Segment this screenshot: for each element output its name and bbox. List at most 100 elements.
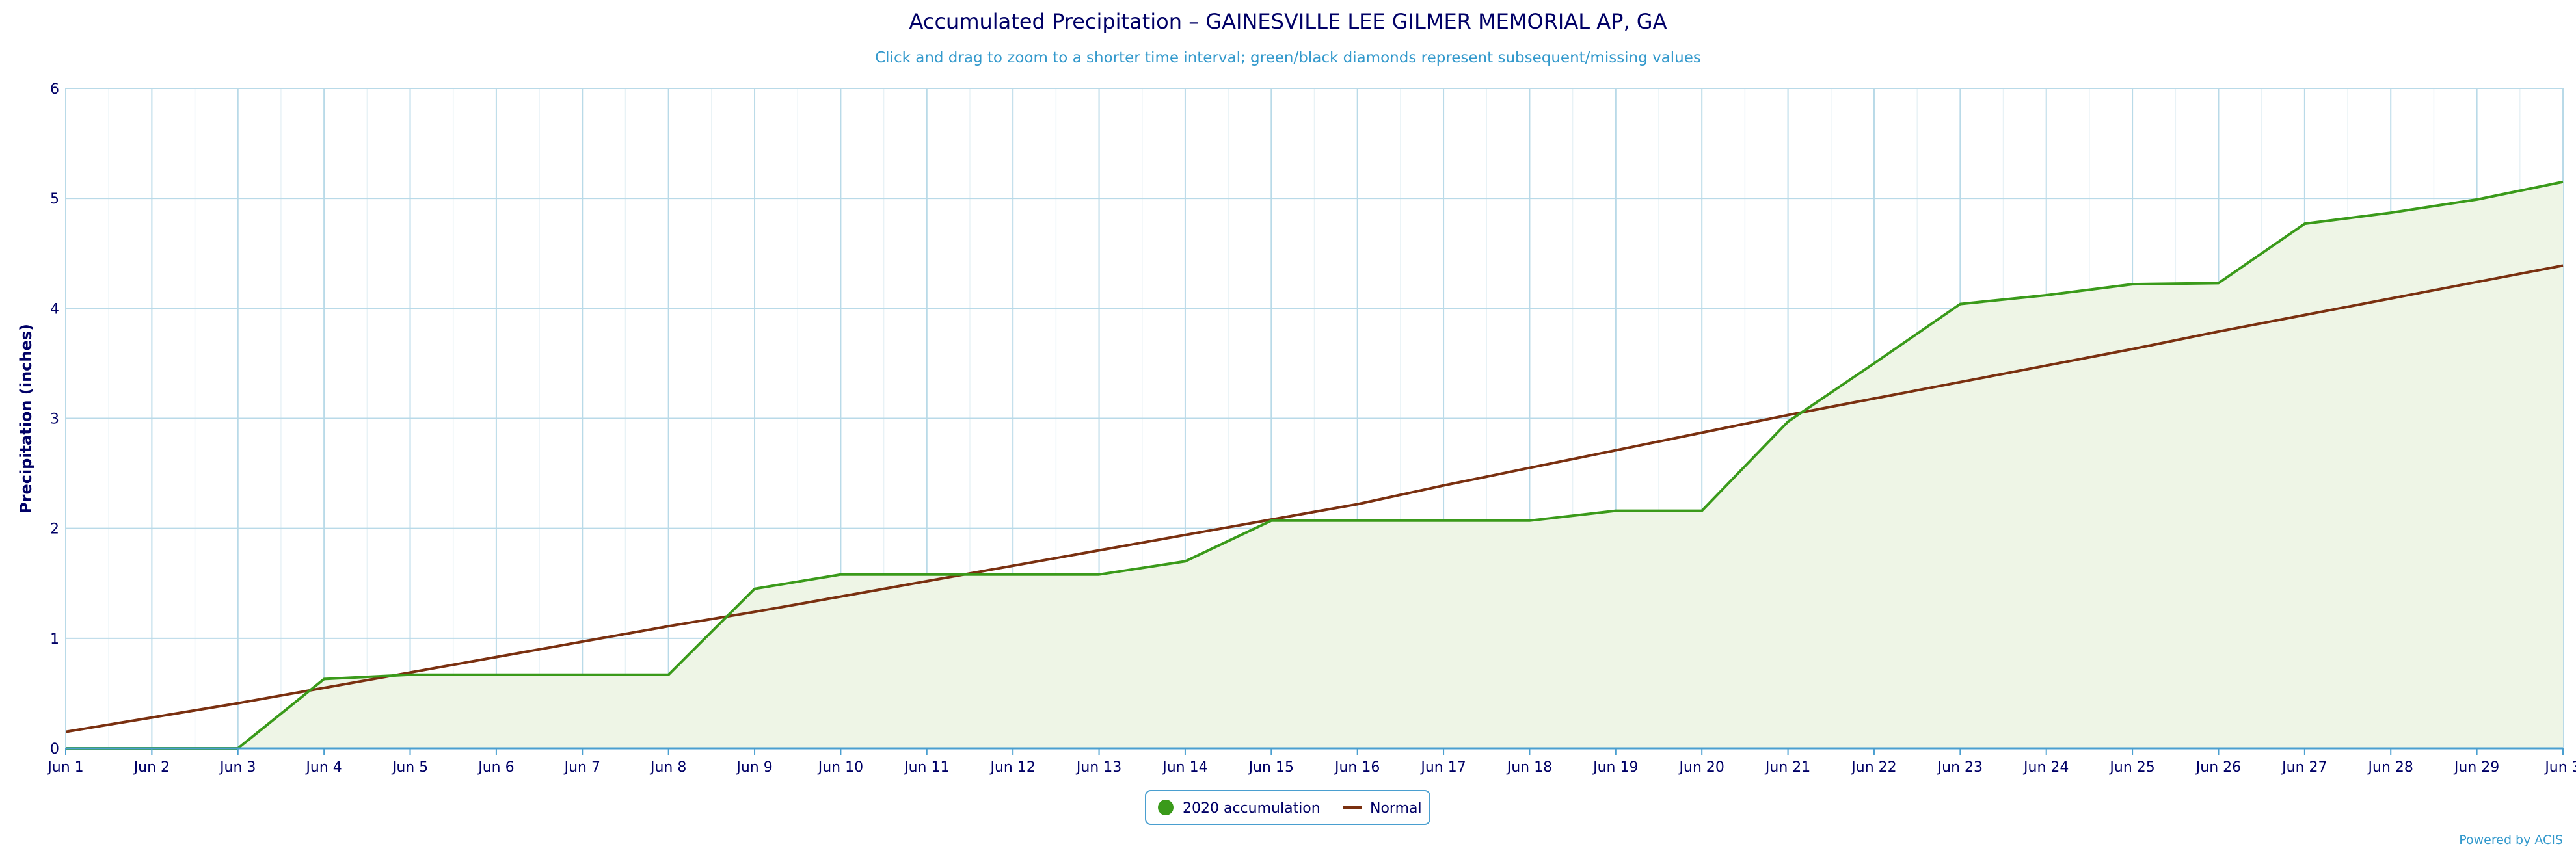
- data-point-1-1[interactable]: [147, 713, 156, 722]
- x-tick-label: Jun 15: [1248, 759, 1294, 776]
- data-point-1-3[interactable]: [319, 683, 329, 692]
- data-point-0-25[interactable]: [2214, 278, 2223, 287]
- data-point-1-19[interactable]: [1697, 428, 1706, 437]
- data-point-1-12[interactable]: [1095, 546, 1104, 555]
- data-point-1-26[interactable]: [2300, 310, 2309, 319]
- data-point-0-15[interactable]: [1353, 516, 1362, 525]
- data-point-1-25[interactable]: [2214, 327, 2223, 336]
- data-point-1-15[interactable]: [1353, 499, 1362, 508]
- data-point-0-22[interactable]: [1955, 300, 1965, 309]
- credits-link[interactable]: Powered by ACIS: [2459, 833, 2563, 847]
- x-tick-label: Jun 6: [477, 759, 514, 776]
- data-point-0-3[interactable]: [319, 674, 329, 683]
- data-point-0-5[interactable]: [492, 670, 501, 679]
- data-point-1-2[interactable]: [234, 699, 243, 708]
- x-tick-label: Jun 5: [391, 759, 428, 776]
- data-point-0-18[interactable]: [1611, 506, 1620, 516]
- data-point-1-29[interactable]: [2558, 261, 2568, 270]
- chart-subtitle: Click and drag to zoom to a shorter time…: [875, 49, 1701, 66]
- data-point-1-6[interactable]: [578, 637, 587, 646]
- x-tick-label: Jun 10: [817, 759, 863, 776]
- y-tick-label: 1: [50, 631, 59, 648]
- legend-item-accumulation[interactable]: 2020 accumulation: [1158, 800, 1321, 817]
- data-point-0-12[interactable]: [1095, 570, 1104, 579]
- series-layer[interactable]: [61, 177, 2568, 753]
- y-tick-label: 2: [50, 521, 59, 538]
- x-tick-label: Jun 25: [2108, 759, 2154, 776]
- y-tick-label: 4: [50, 301, 59, 317]
- x-tick-label: Jun 11: [903, 759, 949, 776]
- x-tick-label: Jun 4: [304, 759, 342, 776]
- data-point-0-6[interactable]: [578, 670, 587, 679]
- y-axis-ticks: 0 1 2 3 4 5 6: [50, 81, 59, 757]
- legend-label: 2020 accumulation: [1183, 800, 1321, 817]
- data-point-1-18[interactable]: [1611, 446, 1620, 455]
- data-point-1-22[interactable]: [1955, 378, 1965, 387]
- data-point-1-28[interactable]: [2473, 278, 2482, 287]
- data-point-0-28[interactable]: [2473, 195, 2482, 204]
- data-point-0-7[interactable]: [664, 670, 673, 679]
- data-point-0-11[interactable]: [1008, 570, 1017, 579]
- x-tick-label: Jun 14: [1161, 759, 1207, 776]
- legend-item-normal[interactable]: Normal: [1343, 800, 1422, 817]
- data-point-1-9[interactable]: [836, 592, 845, 601]
- data-point-0-23[interactable]: [2042, 291, 2051, 300]
- y-tick-label: 6: [50, 81, 59, 98]
- chart-title: Accumulated Precipitation – GAINESVILLE …: [909, 9, 1667, 34]
- data-point-1-20[interactable]: [1784, 410, 1793, 419]
- y-tick-label: 3: [50, 412, 59, 428]
- y-tick-label: 5: [50, 191, 59, 207]
- data-point-1-8[interactable]: [750, 607, 759, 616]
- data-point-0-16[interactable]: [1439, 516, 1448, 525]
- data-point-0-21[interactable]: [1870, 359, 1879, 368]
- data-point-1-11[interactable]: [1008, 561, 1017, 570]
- series-area-0: [66, 181, 2563, 748]
- x-tick-label: Jun 8: [649, 759, 686, 776]
- x-tick-label: Jun 26: [2195, 759, 2241, 776]
- data-point-0-13[interactable]: [1181, 557, 1190, 566]
- x-tick-label: Jun 7: [563, 759, 600, 776]
- data-point-0-27[interactable]: [2386, 208, 2395, 217]
- data-point-1-24[interactable]: [2128, 345, 2137, 354]
- data-point-0-26[interactable]: [2300, 219, 2309, 228]
- data-point-1-16[interactable]: [1439, 481, 1448, 490]
- legend-box: [1145, 790, 1430, 825]
- series-line-1[interactable]: [65, 264, 2564, 733]
- axes: [65, 88, 2563, 750]
- x-tick-label: Jun 18: [1506, 759, 1552, 776]
- x-tick-label: Jun 27: [2281, 759, 2327, 776]
- data-point-1-14[interactable]: [1267, 515, 1276, 524]
- data-point-0-29[interactable]: [2558, 177, 2568, 187]
- data-point-1-10[interactable]: [922, 577, 932, 586]
- data-point-1-23[interactable]: [2042, 361, 2051, 370]
- data-point-0-17[interactable]: [1525, 516, 1534, 525]
- data-point-0-24[interactable]: [2128, 280, 2137, 289]
- x-tick-label: Jun 3: [219, 759, 256, 776]
- data-point-1-7[interactable]: [664, 622, 673, 631]
- data-point-1-21[interactable]: [1870, 394, 1879, 403]
- data-point-1-5[interactable]: [492, 653, 501, 662]
- data-point-0-19[interactable]: [1697, 506, 1706, 516]
- data-point-0-9[interactable]: [836, 570, 845, 579]
- x-tick-label: Jun 19: [1592, 759, 1638, 776]
- series-line-0[interactable]: [66, 180, 2564, 750]
- data-point-0-8[interactable]: [750, 584, 759, 594]
- data-point-1-17[interactable]: [1525, 464, 1534, 473]
- legend-marker-circle-icon: [1158, 800, 1174, 815]
- x-tick-label: Jun 22: [1850, 759, 1896, 776]
- x-tick-label: Jun 3: [2543, 759, 2576, 776]
- legend[interactable]: 2020 accumulation Normal: [1145, 790, 1430, 825]
- data-point-1-4[interactable]: [406, 668, 415, 677]
- x-tick-label: Jun 23: [1937, 759, 1983, 776]
- x-tick-label: Jun 17: [1419, 759, 1466, 776]
- x-axis-ticks: Jun 1 Jun 2 Jun 3 Jun 4 Jun 5 Jun 6 Jun 7 Jun 8…: [46, 748, 2576, 776]
- x-tick-label: Jun 1: [46, 759, 83, 776]
- data-point-1-27[interactable]: [2386, 294, 2395, 303]
- x-tick-label: Jun 9: [735, 759, 772, 776]
- x-tick-label: Jun 24: [2022, 759, 2069, 776]
- data-point-1-13[interactable]: [1181, 531, 1190, 540]
- x-tick-label: Jun 28: [2367, 759, 2413, 776]
- x-tick-label: Jun 2: [133, 759, 170, 776]
- y-tick-label: 0: [50, 741, 59, 757]
